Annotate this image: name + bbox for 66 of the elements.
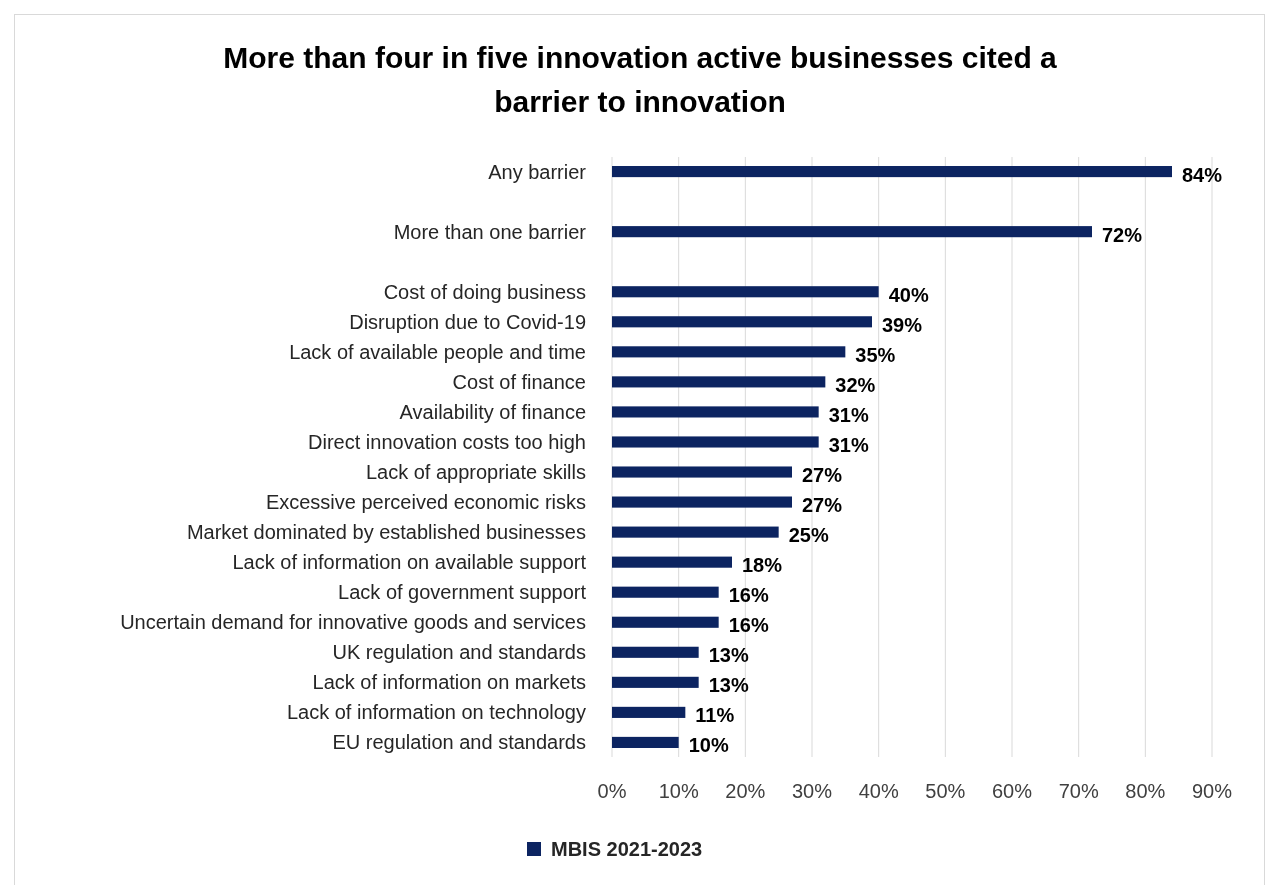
bar [612, 316, 872, 328]
y-tick-label: Market dominated by established businesses [186, 521, 586, 544]
y-tick-label: EU regulation and standards [332, 731, 586, 754]
y-tick-label: Lack of information on markets [312, 671, 586, 694]
data-label: 11% [695, 704, 735, 727]
data-label: 27% [802, 464, 843, 487]
bar [612, 556, 732, 568]
data-label: 35% [855, 343, 896, 366]
bar [612, 406, 819, 418]
data-label: 25% [788, 524, 829, 547]
data-label: 31% [828, 403, 869, 426]
x-tick-label: 70% [1058, 780, 1099, 802]
bar [612, 436, 819, 448]
bar [612, 706, 686, 718]
y-tick-label: Lack of available people and time [289, 340, 586, 363]
y-tick-label: Availability of finance [399, 400, 586, 423]
y-tick-label: Lack of government support [338, 581, 587, 604]
x-tick-label: 50% [925, 780, 966, 802]
x-tick-label: 0% [597, 780, 627, 802]
data-label: 32% [835, 373, 876, 396]
chart-title: More than four in five innovation active businesses cited a barrier to innovation [223, 41, 1058, 118]
data-label: 40% [888, 283, 929, 306]
x-tick-label: 20% [725, 780, 766, 802]
y-tick-label: Excessive perceived economic risks [265, 491, 586, 514]
bar [612, 466, 792, 478]
y-tick-label: Cost of finance [452, 370, 586, 393]
x-tick-label: 90% [1191, 780, 1233, 802]
bar [612, 226, 1092, 238]
data-label: 10% [688, 734, 729, 757]
y-tick-label: Lack of appropriate skills [365, 461, 586, 484]
bar [612, 346, 846, 358]
data-label: 16% [728, 614, 769, 637]
y-tick-label: Disruption due to Covid-19 [349, 310, 586, 333]
x-tick-label: 30% [791, 780, 833, 802]
y-tick-label: Lack of information on technology [286, 701, 586, 724]
data-label: 18% [742, 554, 783, 577]
bar [612, 376, 826, 388]
data-label: 13% [708, 674, 749, 697]
x-tick-label: 10% [658, 780, 699, 802]
y-tick-label: UK regulation and standards [332, 641, 586, 664]
x-tick-label: 80% [1125, 780, 1166, 802]
y-tick-label: Any barrier [488, 160, 587, 183]
bar [612, 736, 679, 748]
bar [612, 676, 699, 688]
data-label: 31% [828, 433, 869, 456]
data-label: 72% [1102, 223, 1143, 246]
bar [612, 166, 1172, 178]
y-tick-label: Cost of doing business [383, 280, 586, 303]
y-tick-label: Direct innovation costs too high [308, 430, 586, 453]
bar [612, 616, 719, 628]
data-label: 16% [728, 584, 769, 607]
bar [612, 496, 792, 508]
x-tick-label: 40% [858, 780, 899, 802]
bar [612, 526, 779, 538]
bar [612, 646, 699, 658]
data-label: 39% [882, 313, 923, 336]
legend-label: MBIS 2021-2023 [551, 838, 703, 860]
y-tick-label: Uncertain demand for innovative goods and services [120, 611, 586, 634]
data-label: 27% [802, 494, 843, 517]
y-tick-label: More than one barrier [393, 220, 587, 243]
y-tick-label: Lack of information on available support [232, 551, 587, 574]
data-label: 13% [708, 644, 749, 667]
bar [612, 586, 719, 598]
data-label: 84% [1182, 163, 1223, 186]
bar [612, 286, 879, 298]
x-tick-label: 60% [991, 780, 1033, 802]
